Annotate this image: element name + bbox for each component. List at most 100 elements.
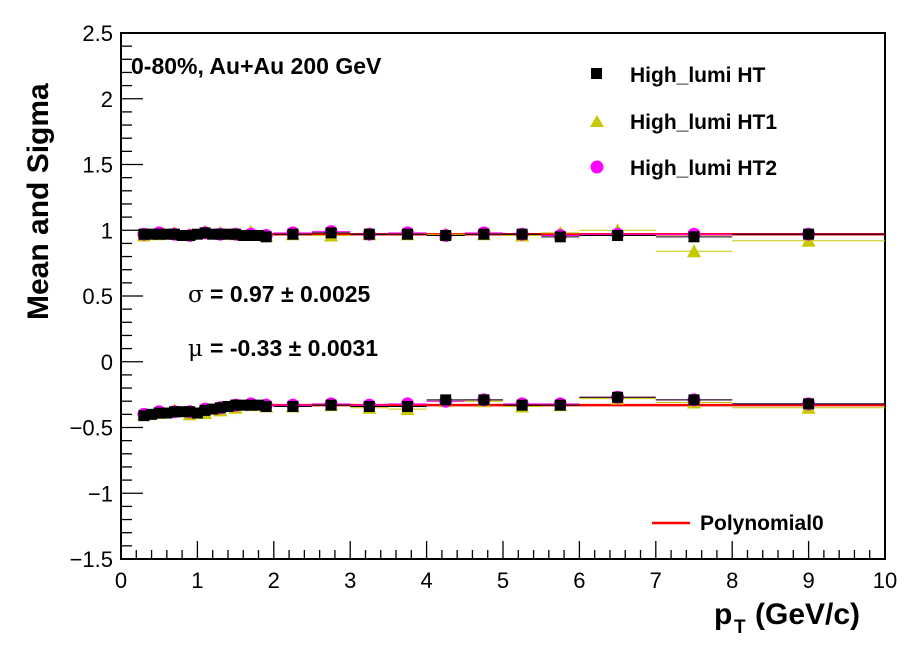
marker-square: [138, 410, 150, 422]
marker-square: [363, 228, 375, 240]
x-tick-label: 4: [420, 568, 432, 593]
y-tick-label: 2.5: [82, 21, 113, 46]
x-tick-label: 1: [191, 568, 203, 593]
marker-square: [176, 230, 188, 242]
axis-tick-labels: 0 1 2 3 4 5 6 7 8 9 10 −1.5 −1 −0.5 0 0.5 1 1.5 2 2.5: [70, 21, 898, 593]
x-tick-label: 5: [497, 568, 509, 593]
axis-ticks: [120, 32, 886, 560]
y-axis-title: Mean and Sigma: [22, 83, 55, 320]
marker-square: [222, 228, 234, 240]
marker-square: [688, 231, 700, 243]
marker-square: [199, 227, 211, 239]
data-markers: [136, 223, 885, 422]
y-tick-label: 2: [101, 87, 113, 112]
y-tick-label: 0.5: [82, 284, 113, 309]
legend-marker-square: [591, 68, 602, 79]
legend-label-ht1: High_lumi HT1: [630, 111, 777, 134]
marker-square: [612, 230, 624, 242]
marker-square: [688, 394, 700, 406]
marker-square: [478, 228, 490, 240]
marker-square: [402, 400, 413, 412]
marker-square: [237, 399, 249, 411]
legend-marker-circle: [590, 160, 604, 174]
marker-square: [253, 399, 265, 411]
marker-square: [260, 400, 272, 412]
marker-square: [191, 228, 203, 240]
marker-square: [184, 230, 196, 242]
marker-square: [207, 228, 219, 240]
marker-triangle: [687, 244, 701, 258]
marker-square: [168, 406, 180, 418]
marker-square: [325, 399, 337, 411]
x-tick-label: 2: [268, 568, 280, 593]
marker-square: [516, 228, 528, 240]
y-tick-label: −0.5: [70, 416, 113, 441]
marker-square: [199, 404, 211, 416]
x-tick-label: 9: [802, 568, 814, 593]
marker-square: [245, 230, 257, 242]
y-tick-label: −1.5: [70, 547, 113, 572]
fit-legend-label: Polynomial0: [700, 512, 824, 535]
sigma-symbol: σ: [188, 282, 204, 308]
y-tick-label: 1.5: [82, 153, 113, 178]
mu-symbol: μ: [188, 336, 203, 362]
marker-square: [325, 227, 337, 239]
marker-square: [191, 407, 203, 419]
marker-square: [287, 400, 299, 412]
marker-square: [402, 228, 413, 240]
marker-square: [184, 406, 196, 418]
marker-square: [230, 399, 242, 411]
marker-square: [161, 407, 173, 419]
marker-square: [516, 399, 528, 411]
marker-square: [253, 230, 265, 242]
marker-square: [803, 228, 815, 240]
marker-square: [363, 400, 375, 412]
mu-fit-text: = -0.33 ± 0.0031: [210, 335, 378, 361]
marker-square: [146, 228, 158, 240]
marker-square: [214, 402, 226, 414]
x-axis-title: p T (GeV/c): [714, 598, 860, 638]
marker-square: [440, 230, 452, 242]
marker-square: [161, 228, 173, 240]
x-axis-title-p: p: [714, 598, 732, 631]
marker-square: [554, 399, 566, 411]
legend-label-ht2: High_lumi HT2: [630, 157, 777, 180]
legend: High_lumi HT High_lumi HT1 High_lumi HT2: [590, 64, 777, 180]
marker-square: [612, 391, 624, 403]
marker-square: [153, 228, 165, 240]
fit-legend: Polynomial0: [652, 512, 824, 535]
marker-square: [214, 228, 226, 240]
marker-square: [803, 398, 815, 410]
marker-square: [287, 228, 299, 240]
y-tick-label: −1: [88, 481, 113, 506]
marker-square: [478, 394, 490, 406]
marker-square: [168, 228, 180, 240]
legend-marker-triangle: [590, 115, 604, 127]
x-tick-label: 6: [573, 568, 585, 593]
x-tick-label: 10: [873, 568, 897, 593]
y-tick-label: 0: [101, 350, 113, 375]
marker-square: [230, 228, 242, 240]
x-axis-title-unit: (GeV/c): [755, 598, 860, 631]
x-axis-title-sub: T: [734, 617, 746, 638]
y-tick-label: 1: [101, 218, 113, 243]
marker-square: [237, 230, 249, 242]
marker-square: [176, 406, 188, 418]
x-tick-label: 3: [344, 568, 356, 593]
legend-label-ht: High_lumi HT: [630, 64, 766, 87]
marker-square: [222, 400, 234, 412]
marker-square: [440, 394, 452, 406]
marker-square: [554, 231, 566, 243]
x-tick-label: 7: [650, 568, 662, 593]
marker-square: [138, 228, 150, 240]
marker-square: [207, 403, 219, 415]
marker-square: [146, 408, 158, 420]
marker-square: [153, 407, 165, 419]
marker-square: [260, 231, 272, 243]
system-annotation: 0-80%, Au+Au 200 GeV: [131, 53, 382, 79]
x-tick-label: 8: [726, 568, 738, 593]
x-tick-label: 0: [115, 568, 127, 593]
sigma-fit-text: = 0.97 ± 0.0025: [210, 281, 371, 307]
marker-square: [245, 399, 257, 411]
